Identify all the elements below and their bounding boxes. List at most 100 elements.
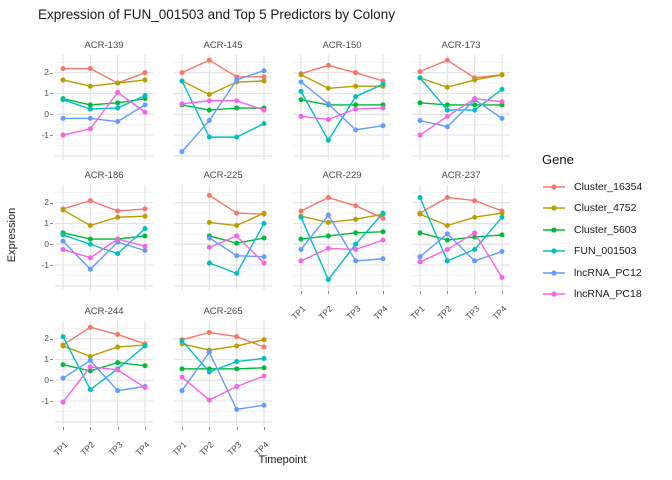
series-line-lncRNA_PC18 xyxy=(181,375,265,401)
data-point-Cluster_5603 xyxy=(234,105,240,111)
data-point-lncRNA_PC12 xyxy=(380,256,386,262)
series-line-lncRNA_PC18 xyxy=(62,238,146,259)
data-point-FUN_001503 xyxy=(499,86,505,92)
data-point-FUN_001503 xyxy=(87,241,93,247)
data-point-FUN_001503 xyxy=(325,277,331,283)
data-point-lncRNA_PC18 xyxy=(499,99,505,105)
legend-entry-cluster_16354: Cluster_16354 xyxy=(542,176,642,198)
data-point-lncRNA_PC18 xyxy=(444,113,450,119)
data-point-Cluster_5603 xyxy=(87,102,93,108)
data-point-Cluster_4752 xyxy=(472,77,478,83)
y-tick-label: 1 xyxy=(44,353,49,364)
data-point-Cluster_4752 xyxy=(353,216,359,222)
data-point-lncRNA_PC12 xyxy=(206,117,212,123)
data-point-lncRNA_PC12 xyxy=(87,266,93,272)
data-point-Cluster_4752 xyxy=(206,219,212,225)
series-line-lncRNA_PC18 xyxy=(181,100,265,111)
data-point-FUN_001503 xyxy=(325,137,331,143)
data-point-lncRNA_PC12 xyxy=(353,127,359,133)
data-point-Cluster_16354 xyxy=(444,194,450,200)
data-point-Cluster_5603 xyxy=(472,102,478,108)
data-point-FUN_001503 xyxy=(353,94,359,100)
series-line-FUN_001503 xyxy=(419,196,503,262)
data-point-lncRNA_PC18 xyxy=(206,397,212,403)
data-point-Cluster_5603 xyxy=(142,363,148,369)
legend-entry-lncrna_pc18: lncRNA_PC18 xyxy=(542,284,642,306)
series-line-Cluster_16354 xyxy=(62,199,146,212)
data-point-Cluster_4752 xyxy=(499,72,505,78)
data-point-lncRNA_PC18 xyxy=(60,246,66,252)
y-tick-mark xyxy=(50,202,53,204)
data-point-FUN_001503 xyxy=(234,134,240,140)
x-tick-mark xyxy=(383,291,384,294)
y-tick-mark xyxy=(50,114,53,116)
data-point-FUN_001503 xyxy=(444,258,450,264)
data-point-FUN_001503 xyxy=(179,338,185,344)
y-tick-mark xyxy=(50,135,53,137)
x-tick-mark xyxy=(209,427,211,430)
series-line-lncRNA_PC18 xyxy=(300,107,384,121)
data-point-Cluster_16354 xyxy=(115,332,121,338)
series-line-lncRNA_PC18 xyxy=(419,231,503,279)
data-point-Cluster_4752 xyxy=(234,223,240,229)
y-tick-label: 2 xyxy=(44,67,49,78)
y-tick-mark xyxy=(50,93,53,95)
data-point-lncRNA_PC12 xyxy=(142,102,148,108)
series-line-Cluster_16354 xyxy=(300,64,384,82)
x-tick-mark xyxy=(420,291,421,294)
data-point-lncRNA_PC12 xyxy=(179,388,185,394)
data-point-Cluster_5603 xyxy=(234,366,240,372)
y-tick-label: 0 xyxy=(44,108,49,119)
series-line-Cluster_4752 xyxy=(62,79,146,87)
data-point-Cluster_4752 xyxy=(206,92,212,98)
data-point-lncRNA_PC12 xyxy=(115,388,121,394)
data-point-Cluster_16354 xyxy=(261,344,267,350)
y-tick-label: -1 xyxy=(41,129,49,140)
data-point-lncRNA_PC18 xyxy=(87,126,93,132)
legend-entry-label: Cluster_4752 xyxy=(574,202,637,215)
x-tick-mark xyxy=(474,291,476,294)
y-tick-label: 1 xyxy=(44,87,49,98)
data-point-Cluster_16354 xyxy=(444,57,450,63)
x-axis-title: Timepoint xyxy=(258,454,307,466)
series-line-lncRNA_PC12 xyxy=(181,350,265,411)
facet-strip-acr-225: ACR-225 xyxy=(203,170,243,181)
data-point-Cluster_5603 xyxy=(261,235,267,241)
data-point-FUN_001503 xyxy=(417,75,423,81)
data-point-Cluster_16354 xyxy=(325,194,331,200)
legend-entries: Cluster_16354 Cluster_4752 Cluster_5603 FUN… xyxy=(542,176,642,305)
data-point-Cluster_16354 xyxy=(298,208,304,214)
series-line-Cluster_16354 xyxy=(181,331,265,348)
data-point-Cluster_4752 xyxy=(417,211,423,217)
facet-strip-acr-229: ACR-229 xyxy=(322,170,362,181)
data-point-lncRNA_PC12 xyxy=(499,249,505,255)
y-tick-mark xyxy=(50,265,53,267)
facet-panel-acr-145 xyxy=(174,55,272,160)
data-point-FUN_001503 xyxy=(142,226,148,232)
data-point-FUN_001503 xyxy=(417,194,423,200)
data-point-Cluster_4752 xyxy=(261,210,267,216)
data-point-lncRNA_PC12 xyxy=(60,115,66,121)
x-tick-label: TP1 xyxy=(408,303,427,322)
data-point-Cluster_5603 xyxy=(87,368,93,374)
data-point-FUN_001503 xyxy=(115,105,121,111)
data-point-lncRNA_PC18 xyxy=(115,367,121,373)
x-tick-label: TP4 xyxy=(490,303,509,322)
legend-entry-label: FUN_001503 xyxy=(574,245,637,258)
series-line-FUN_001503 xyxy=(181,340,265,373)
series-line-Cluster_16354 xyxy=(419,196,503,214)
series-line-Cluster_16354 xyxy=(300,196,384,219)
data-point-FUN_001503 xyxy=(206,369,212,375)
x-tick-mark xyxy=(355,291,357,294)
x-tick-label: TP3 xyxy=(344,303,363,322)
data-point-FUN_001503 xyxy=(380,81,386,87)
data-point-Cluster_4752 xyxy=(87,83,93,89)
data-point-Cluster_16354 xyxy=(87,198,93,204)
series-line-lncRNA_PC12 xyxy=(62,359,146,392)
x-tick-mark xyxy=(301,291,302,294)
data-point-lncRNA_PC18 xyxy=(179,374,185,380)
facet-strip-acr-145: ACR-145 xyxy=(203,40,243,51)
series-line-Cluster_16354 xyxy=(62,326,146,346)
data-point-FUN_001503 xyxy=(444,107,450,113)
data-point-Cluster_4752 xyxy=(325,219,331,225)
